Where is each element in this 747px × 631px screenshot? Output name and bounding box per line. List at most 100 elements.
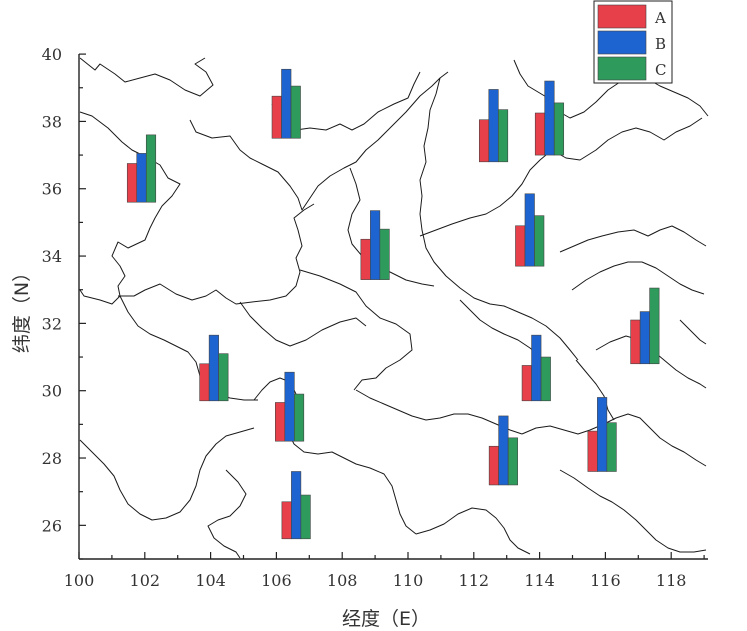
bar-b (136, 153, 147, 203)
legend: A B C (593, 0, 673, 84)
y-tick-label: 26 (42, 516, 62, 535)
bar-c (553, 102, 565, 156)
bar-b (291, 471, 302, 540)
bar-b (597, 397, 608, 472)
boundary-line (559, 225, 707, 253)
bar-group (275, 371, 305, 442)
bar-group (515, 193, 545, 267)
boundary-line (551, 117, 703, 161)
legend-label-c: C (655, 61, 666, 79)
x-tick-label: 110 (393, 571, 424, 590)
bar-b (488, 89, 499, 163)
x-tick-label: 106 (261, 571, 292, 590)
boundary-line (419, 77, 579, 361)
boundary-line (119, 295, 258, 401)
bar-group (281, 471, 311, 540)
boundary-line (79, 111, 181, 305)
bar-group (534, 80, 565, 156)
bar-b (639, 311, 650, 365)
boundary-line (571, 261, 705, 295)
bar-c (294, 393, 305, 442)
x-tick-label: 108 (327, 571, 358, 590)
y-tick-label: 34 (42, 247, 62, 266)
x-tick-label: 102 (130, 571, 161, 590)
x-tick-label: 116 (590, 571, 621, 590)
bar-c (218, 353, 229, 402)
plot-axes (78, 54, 708, 560)
bar-c (507, 437, 518, 486)
boundary-line (207, 469, 247, 559)
boundary-line (239, 301, 367, 347)
legend-label-b: B (655, 35, 666, 53)
x-axis-title: 经度（E） (342, 608, 430, 630)
boundary-line (118, 203, 315, 305)
bar-group (478, 89, 509, 163)
x-tick-label: 114 (524, 571, 555, 590)
boundary-line (521, 413, 707, 467)
legend-swatch-a (597, 4, 647, 29)
legend-swatch-b (597, 30, 647, 55)
province-boundaries (79, 57, 709, 559)
bar-b (284, 371, 295, 442)
boundary-line (559, 469, 707, 553)
y-tick-label: 36 (42, 180, 62, 199)
axis-ticks: 100 102 104 106 108 110 112 114 116 118 26 28 30 32 34… (42, 45, 705, 590)
boundary-line (347, 167, 435, 287)
bar-group (488, 415, 518, 486)
bar-c (540, 356, 551, 402)
bar-a (488, 445, 499, 486)
bar-a (630, 319, 641, 365)
bar-c (534, 215, 545, 267)
boundary-line (253, 377, 417, 535)
boundary-line (459, 299, 541, 357)
y-axis-title: 纬度（N） (11, 263, 33, 353)
bar-a (271, 95, 282, 139)
y-tick-label: 38 (42, 112, 62, 131)
bar-a (199, 363, 210, 402)
bar-group (630, 287, 660, 365)
bar-c (145, 134, 157, 203)
boundary-line (299, 269, 413, 391)
bar-c (649, 287, 660, 365)
boundary-line (575, 359, 615, 421)
bar-b (544, 80, 555, 156)
y-tick-label: 28 (42, 449, 62, 468)
bar-c (497, 109, 509, 163)
bar-group (360, 210, 390, 280)
bar-group (126, 134, 157, 203)
bar-group (199, 334, 229, 402)
bar-a (126, 163, 138, 203)
boundary-line (189, 71, 449, 211)
bar-a (275, 402, 286, 442)
bar-c (379, 228, 390, 280)
bar-b (531, 334, 542, 402)
legend-label-a: A (654, 9, 666, 27)
x-tick-label: 100 (64, 571, 95, 590)
y-tick-label: 32 (42, 314, 62, 333)
x-tick-label: 118 (656, 571, 687, 590)
bar-c (290, 85, 301, 139)
bar-group (521, 334, 551, 402)
boundary-line (79, 427, 255, 521)
x-tick-label: 104 (195, 571, 226, 590)
boundary-line (419, 139, 563, 237)
y-tick-label: 30 (42, 382, 62, 401)
bar-b (370, 210, 381, 280)
bar-a (515, 225, 526, 267)
bar-b (281, 68, 292, 139)
boundary-line (679, 319, 707, 345)
boundary-line (79, 57, 214, 97)
bar-groups (126, 68, 660, 540)
bar-a (587, 430, 598, 472)
boundary-line (415, 507, 531, 555)
y-tick-label: 40 (42, 45, 62, 64)
bar-c (606, 422, 617, 472)
bar-b (208, 334, 219, 402)
bar-b (498, 415, 509, 486)
bar-group (271, 68, 301, 139)
x-tick-label: 112 (459, 571, 490, 590)
boundary-line (513, 59, 709, 119)
bar-c (300, 494, 311, 540)
bar-group (587, 397, 617, 472)
